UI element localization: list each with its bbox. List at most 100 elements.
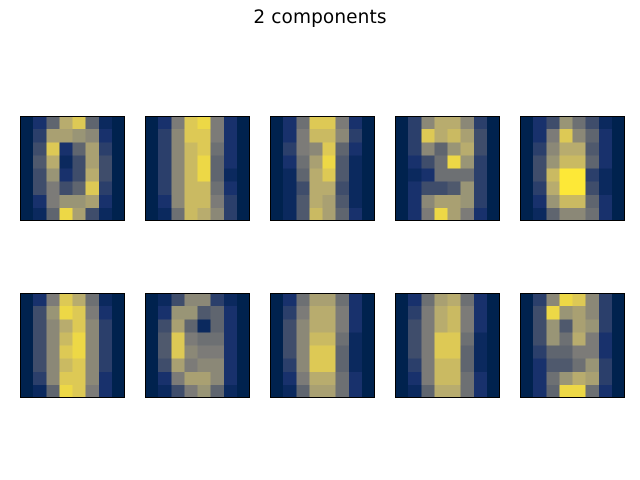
heatmap-cell [546,371,560,386]
heatmap-cell [421,384,435,398]
heatmap-cell [72,207,86,221]
heatmap-cell [434,332,448,346]
heatmap-cell [611,116,625,130]
heatmap-svg [520,116,625,221]
heatmap-cell [520,358,534,373]
heatmap-cell [223,293,238,307]
heatmap-cell [460,384,475,398]
heatmap-cell [98,358,113,373]
heatmap-cell [520,384,534,398]
heatmap-cell [395,332,409,346]
heatmap-cell [210,319,225,333]
heatmap-cell [59,358,73,373]
heatmap-cell [270,358,284,373]
heatmap-cell [434,384,448,398]
heatmap-cell [434,306,448,320]
heatmap-cell [98,371,113,386]
heatmap-cell [46,194,60,209]
heatmap-cell [460,194,475,209]
heatmap-cell [270,116,284,130]
heatmap-cell [309,306,323,320]
heatmap-cell [283,345,297,359]
heatmap-cell [171,168,185,182]
heatmap-cell [533,194,547,209]
heatmap-cell [460,129,475,143]
heatmap-cell [520,194,534,209]
heatmap-cell [171,194,185,209]
heatmap-cell [296,306,310,320]
heatmap-cell [520,319,534,333]
heatmap-cell [559,207,573,221]
heatmap-cell [434,116,448,130]
heatmap-cell [322,155,336,169]
heatmap-cell [572,306,586,320]
heatmap-cell [184,319,198,333]
heatmap-cell [236,306,250,320]
heatmap-cell [335,116,350,130]
heatmap-cell [270,168,284,182]
heatmap-cell [335,332,350,346]
heatmap-cell [322,181,336,196]
heatmap-cell [72,168,86,182]
heatmap-cell [598,371,613,386]
heatmap-cell [335,155,350,169]
heatmap-cell [447,155,461,169]
heatmap-cell [223,306,238,320]
heatmap-cell [236,129,250,143]
heatmap-cell [572,129,586,143]
heatmap-cell [348,345,363,359]
heatmap-cell [335,306,350,320]
heatmap-cell [361,168,375,182]
heatmap-cell [322,293,336,307]
heatmap-cell [598,155,613,169]
heatmap-cell [184,332,198,346]
heatmap-svg [395,293,500,398]
heatmap-cell [520,181,534,196]
heatmap-cell [533,332,547,346]
heatmap-cell [72,129,86,143]
heatmap-cell [111,116,125,130]
heatmap-cell [236,194,250,209]
heatmap-cell [20,371,34,386]
heatmap-cell [572,332,586,346]
heatmap-cell [59,155,73,169]
heatmap-cell [572,358,586,373]
heatmap-cell [85,319,100,333]
heatmap-cell [33,207,47,221]
heatmap-cell [309,142,323,156]
heatmap-cell [395,155,409,169]
heatmap-cell [270,181,284,196]
heatmap-cell [270,384,284,398]
heatmap-cell [98,181,113,196]
heatmap-cell [158,116,172,130]
heatmap-cell [598,384,613,398]
heatmap-cell [270,194,284,209]
heatmap-cell [559,371,573,386]
heatmap-cell [59,116,73,130]
heatmap-cell [296,319,310,333]
heatmap-cell [533,371,547,386]
heatmap-cell [585,332,600,346]
heatmap-cell [460,332,475,346]
heatmap-cell [434,168,448,182]
heatmap-cell [85,194,100,209]
heatmap-cell [473,207,488,221]
heatmap-cell [395,207,409,221]
heatmap-cell [72,371,86,386]
heatmap-cell [158,358,172,373]
heatmap-cell [197,207,211,221]
heatmap-cell [473,332,488,346]
heatmap-cell [598,306,613,320]
heatmap-cell [145,207,159,221]
heatmap-cell [361,293,375,307]
heatmap-cell [171,207,185,221]
heatmap-cell [270,155,284,169]
heatmap-cell [59,345,73,359]
heatmap-cell [98,129,113,143]
heatmap-cell [447,129,461,143]
heatmap-cell [158,371,172,386]
heatmap-cell [361,319,375,333]
heatmap-cell [210,358,225,373]
heatmap-cell [223,155,238,169]
heatmap-cell [473,142,488,156]
